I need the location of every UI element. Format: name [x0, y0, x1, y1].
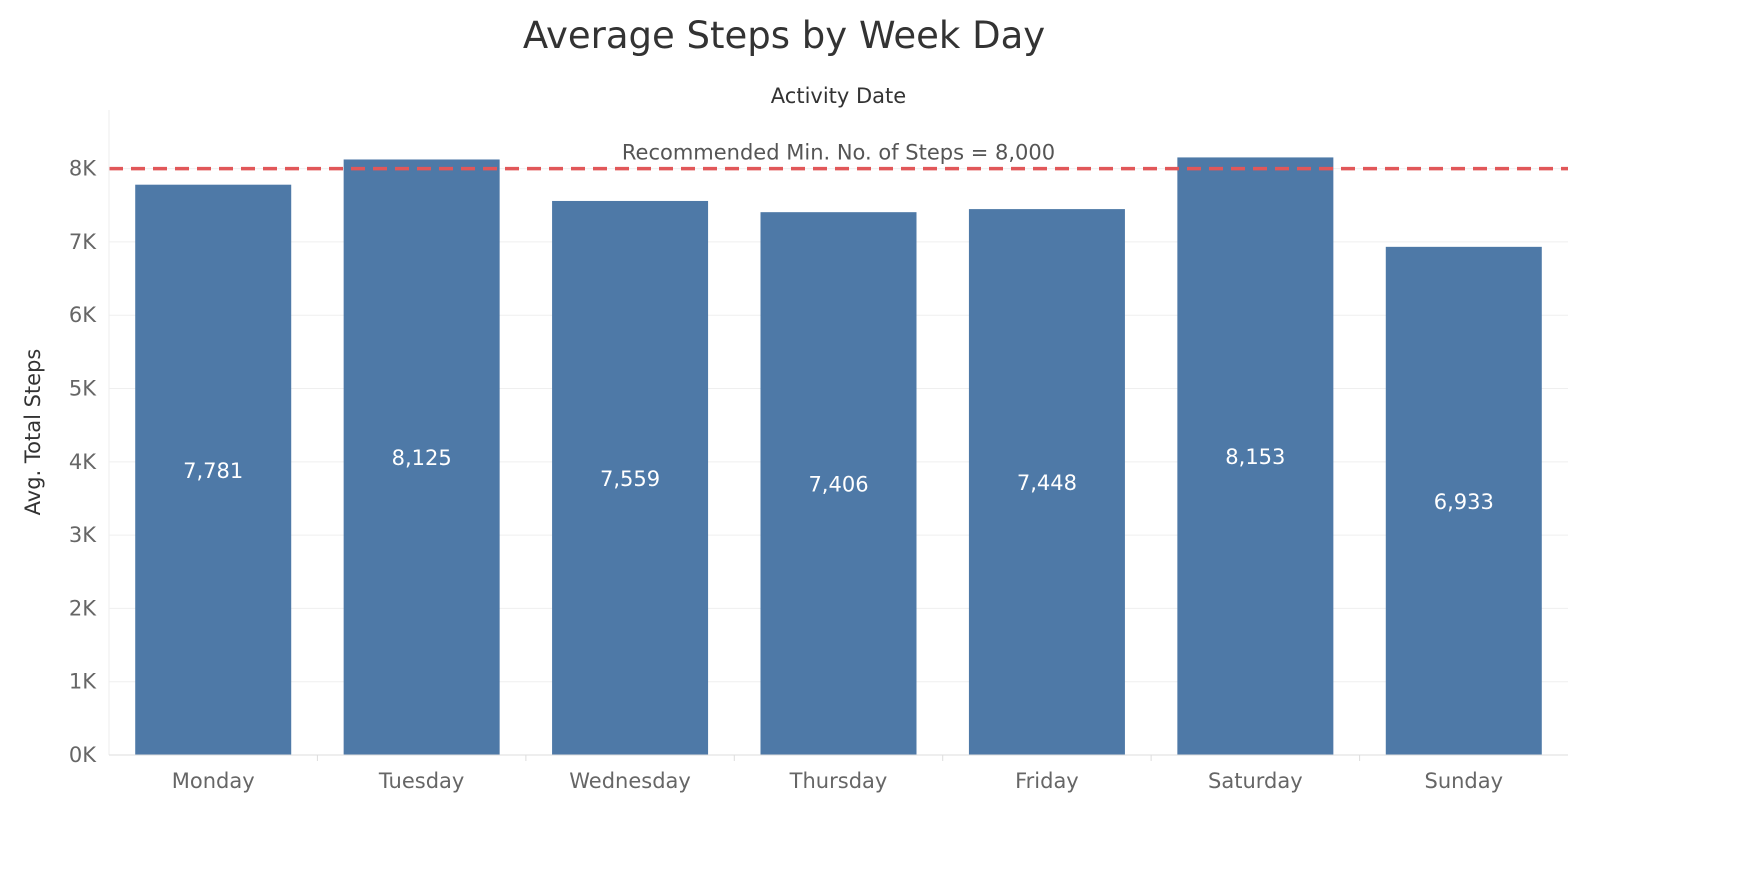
x-tick-label-saturday: Saturday [1208, 769, 1303, 793]
y-tick-label: 2K [69, 596, 97, 620]
bar-friday[interactable] [968, 209, 1125, 755]
x-tick-label-wednesday: Wednesday [569, 769, 691, 793]
bar-tuesday[interactable] [343, 159, 500, 755]
x-tick-label-thursday: Thursday [789, 769, 888, 793]
x-tick-label-monday: Monday [172, 769, 255, 793]
reference-line-label: Recommended Min. No. of Steps = 8,000 [622, 141, 1055, 165]
x-tick-label-tuesday: Tuesday [378, 769, 464, 793]
y-tick-label: 8K [69, 157, 97, 181]
axes: 0K 1K 2K 3K 4K 5K 6K 7K 8K Monday Tuesday Wednesday… [69, 110, 1568, 793]
bar-saturday[interactable] [1177, 157, 1334, 755]
y-tick-label: 4K [69, 450, 97, 474]
y-tick-label: 5K [69, 377, 97, 401]
data-label-saturday: 8,153 [1225, 445, 1285, 469]
data-label-thursday: 7,406 [808, 473, 868, 497]
chart-subtitle: Activity Date [770, 84, 907, 108]
reference-line-group: Recommended Min. No. of Steps = 8,000 [109, 141, 1568, 171]
y-tick-label: 6K [69, 303, 97, 327]
data-label-friday: 7,448 [1017, 471, 1077, 495]
bar-thursday[interactable] [760, 212, 917, 756]
y-tick-label: 7K [69, 230, 97, 254]
y-tick-label: 3K [69, 523, 97, 547]
data-label-wednesday: 7,559 [600, 467, 660, 491]
x-tick-label-friday: Friday [1015, 769, 1079, 793]
y-tick-label: 1K [69, 670, 97, 694]
bar-wednesday[interactable] [552, 200, 709, 755]
data-labels: 7,781 8,125 7,559 7,406 7,448 8,153 6,933 [183, 445, 1494, 514]
data-label-sunday: 6,933 [1434, 490, 1494, 514]
chart-title: Average Steps by Week Day [522, 14, 1046, 57]
x-tick-label-sunday: Sunday [1424, 769, 1503, 793]
data-label-monday: 7,781 [183, 459, 243, 483]
y-tick-label: 0K [69, 743, 97, 767]
data-label-tuesday: 8,125 [392, 446, 452, 470]
bar-sunday[interactable] [1385, 246, 1542, 755]
bars [135, 157, 1542, 756]
bar-monday[interactable] [135, 184, 292, 756]
